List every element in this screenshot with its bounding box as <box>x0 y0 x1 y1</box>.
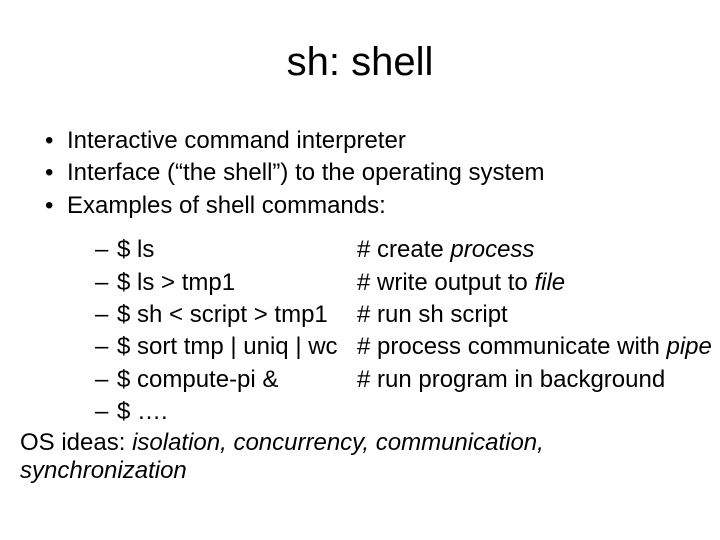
example-command: $ compute-pi & <box>117 364 357 396</box>
example-list: $ ls# create process $ ls > tmp1# write … <box>67 234 700 428</box>
example-command: $ …. <box>117 396 357 428</box>
example-comment: # run sh script <box>357 301 508 328</box>
footer-line: OS ideas: isolation, concurrency, commun… <box>20 429 700 485</box>
bullet-item: Interactive command interpreter <box>45 125 700 157</box>
example-item: $ ls > tmp1# write output to file <box>95 267 700 299</box>
example-comment: # run program in background <box>357 366 665 393</box>
example-command: $ ls <box>117 234 357 266</box>
bullet-item: Interface (“the shell”) to the operating… <box>45 157 700 189</box>
bullet-item: Examples of shell commands: $ ls# create… <box>45 190 700 429</box>
slide: sh: shell Interactive command interprete… <box>0 0 720 540</box>
example-command: $ ls > tmp1 <box>117 267 357 299</box>
example-comment: # write output to file <box>357 269 565 296</box>
bullet-text: Examples of shell commands: <box>67 192 386 219</box>
example-comment: # process communicate with pipe <box>357 333 712 360</box>
bullet-list: Interactive command interpreter Interfac… <box>20 125 700 429</box>
bullet-text: Interactive command interpreter <box>67 127 406 154</box>
slide-title: sh: shell <box>20 40 700 85</box>
bullet-text: Interface (“the shell”) to the operating… <box>67 159 545 186</box>
example-item: $ …. <box>95 396 700 428</box>
example-comment: # create process <box>357 236 534 263</box>
example-item: $ sh < script > tmp1# run sh script <box>95 299 700 331</box>
footer-lead: OS ideas: <box>20 429 132 456</box>
example-command: $ sort tmp | uniq | wc <box>117 331 357 363</box>
example-item: $ compute-pi &# run program in backgroun… <box>95 364 700 396</box>
example-command: $ sh < script > tmp1 <box>117 299 357 331</box>
example-item: $ ls# create process <box>95 234 700 266</box>
example-item: $ sort tmp | uniq | wc# process communic… <box>95 331 700 363</box>
